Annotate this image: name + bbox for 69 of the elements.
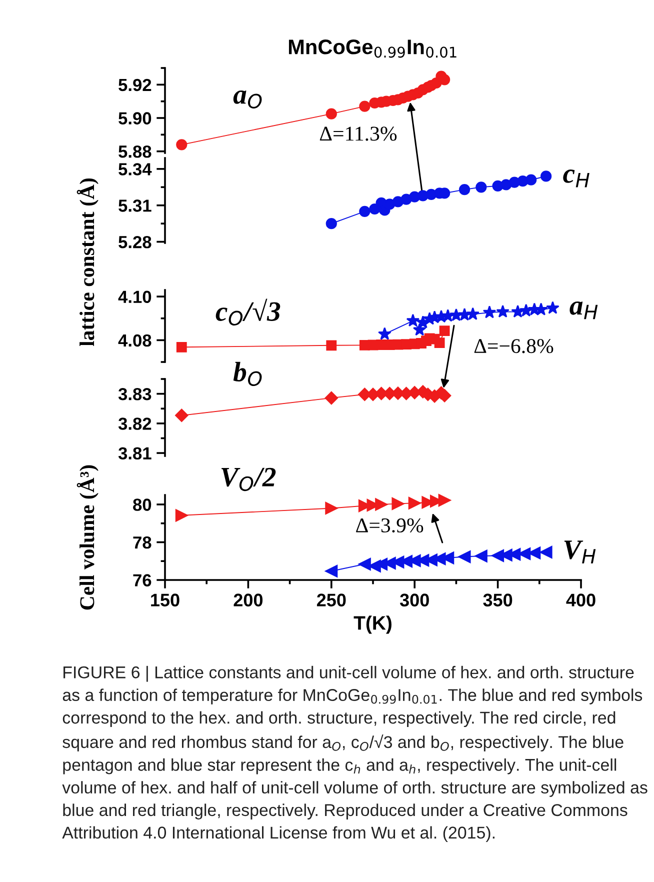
point (466, 307, 480, 320)
series-label: a$_{O}$ (233, 90, 262, 108)
point (375, 498, 388, 511)
point (458, 184, 470, 196)
point (378, 327, 392, 340)
series-label: c$_{O}$/√3 (216, 298, 280, 326)
x-tick-label: 400 (566, 594, 596, 606)
y-tick-label: 3.81 (118, 447, 152, 460)
y-tick-label: 76 (133, 574, 152, 586)
annotation: Δ=11.3% (320, 126, 397, 141)
chart-title: MnCoGe$_{0.99}$In$_{0.01}$ (288, 40, 456, 58)
y-tick-label: 3.83 (118, 388, 152, 400)
point (176, 342, 187, 352)
series-label: c$_{H}$ (563, 170, 590, 188)
point (406, 314, 420, 327)
point (358, 558, 371, 570)
point (438, 494, 451, 507)
series-label: b$_{O}$ (233, 362, 262, 386)
point (458, 550, 471, 564)
y-tick-label: 5.28 (118, 236, 152, 248)
point (540, 546, 552, 558)
point (540, 170, 552, 182)
y-tick-label: 5.31 (118, 200, 152, 212)
series-label: V$_{H}$ (564, 540, 596, 564)
y-tick-label: 5.90 (118, 112, 152, 124)
y-tick-label: 78 (133, 536, 152, 549)
point (496, 304, 510, 318)
point (359, 206, 370, 217)
point (325, 502, 338, 514)
point (326, 218, 337, 230)
x-tick-label: 150 (151, 594, 180, 606)
point (474, 550, 488, 562)
y-tick-label: 5.92 (118, 78, 152, 92)
y-tick-label: 4.08 (118, 334, 152, 347)
x-tick-label: 350 (483, 594, 512, 606)
text: FIGURE 6 | Lattice constants and unit-cell volume of hex. and orth. structure as a function of temperature for MnCoGe$_{0.99}$In$_{0.01}$. The blue and red symbols correspond to the hex. and orth. structure, respectively. The red circle, red square and red rhombus stand for a$_{O}$, c$_{O}$/√3 and b$_{O}$, respectively. The blue pentagon and blue star represent the c$_{h}$ and a$_{h}$, respectively. The unit-cell volume of hex. and half of unit-cell volume of orth. structure are symbolized as blue and red triangle, respectively. Reproduced under a Creative Commons Attribution 4.0 International License from Wu et al. (2015). (62, 666, 648, 842)
point (176, 139, 188, 150)
y-tick-label: 5.88 (118, 146, 152, 158)
point (519, 304, 533, 316)
y-tick-label: 80 (133, 498, 152, 511)
x-axis-title: T(K) (354, 616, 392, 634)
point (326, 108, 337, 120)
point (511, 304, 524, 318)
point (546, 301, 560, 314)
y-tick-label: 4.10 (118, 290, 152, 304)
y-tick-label: 3.82 (118, 418, 152, 430)
annotation: Δ=3.9% (356, 518, 424, 533)
annotation: Δ=−6.8% (474, 339, 554, 354)
x-tick-label: 200 (234, 594, 263, 606)
x-tick-label: 250 (316, 594, 346, 606)
point (326, 340, 337, 351)
point (359, 100, 370, 112)
series-label: a$_{H}$ (570, 301, 598, 320)
point (526, 174, 537, 186)
point (482, 306, 496, 318)
point (408, 496, 421, 510)
point (476, 182, 487, 193)
y-tick-label: 5.34 (118, 163, 152, 176)
point (434, 338, 445, 348)
point (175, 408, 188, 422)
point (324, 391, 338, 405)
point (392, 497, 404, 510)
point (439, 326, 450, 336)
point (175, 509, 188, 522)
y-axis-title: Cell volume (Å³) (76, 465, 98, 610)
x-tick-label: 300 (400, 594, 429, 606)
y-axis-title: lattice constant (Å) (76, 178, 98, 346)
series-label: V$_{O}$/2 (221, 468, 276, 492)
point (325, 564, 338, 578)
